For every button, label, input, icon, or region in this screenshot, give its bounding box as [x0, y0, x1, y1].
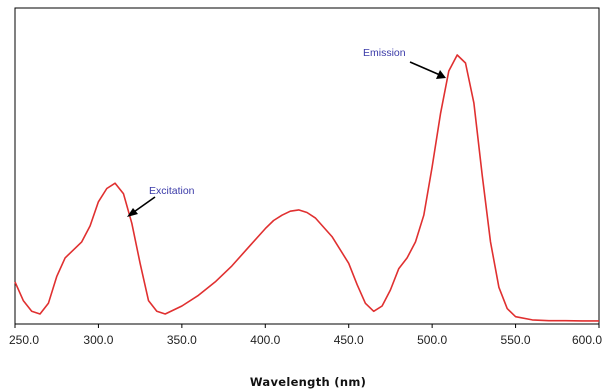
plot-frame: [14, 7, 600, 325]
spectrum-line: [14, 54, 599, 322]
emission-arrow: [409, 61, 441, 76]
excitation-arrowhead: [127, 208, 138, 217]
x-tick-label: 450.0: [334, 333, 364, 347]
x-tick-label: 300.0: [83, 333, 113, 347]
emission-arrowhead: [436, 70, 446, 79]
annotations: Excitation Emission: [127, 47, 446, 217]
x-tick-label: 400.0: [250, 333, 280, 347]
x-tick-label: 350.0: [167, 333, 197, 347]
x-axis-tick-labels: 250.0 300.0 350.0 400.0 450.0 500.0 550.0 600.0: [9, 333, 602, 347]
x-axis-ticks: [14, 324, 600, 328]
x-tick-label: 550.0: [501, 333, 531, 347]
excitation-label: Excitation: [149, 185, 195, 197]
x-tick-label: 600.0: [572, 333, 602, 347]
emission-label: Emission: [363, 47, 406, 59]
x-tick-label: 500.0: [417, 333, 447, 347]
x-axis-title: Wavelength (nm): [250, 375, 366, 389]
x-tick-label: 250.0: [9, 333, 39, 347]
